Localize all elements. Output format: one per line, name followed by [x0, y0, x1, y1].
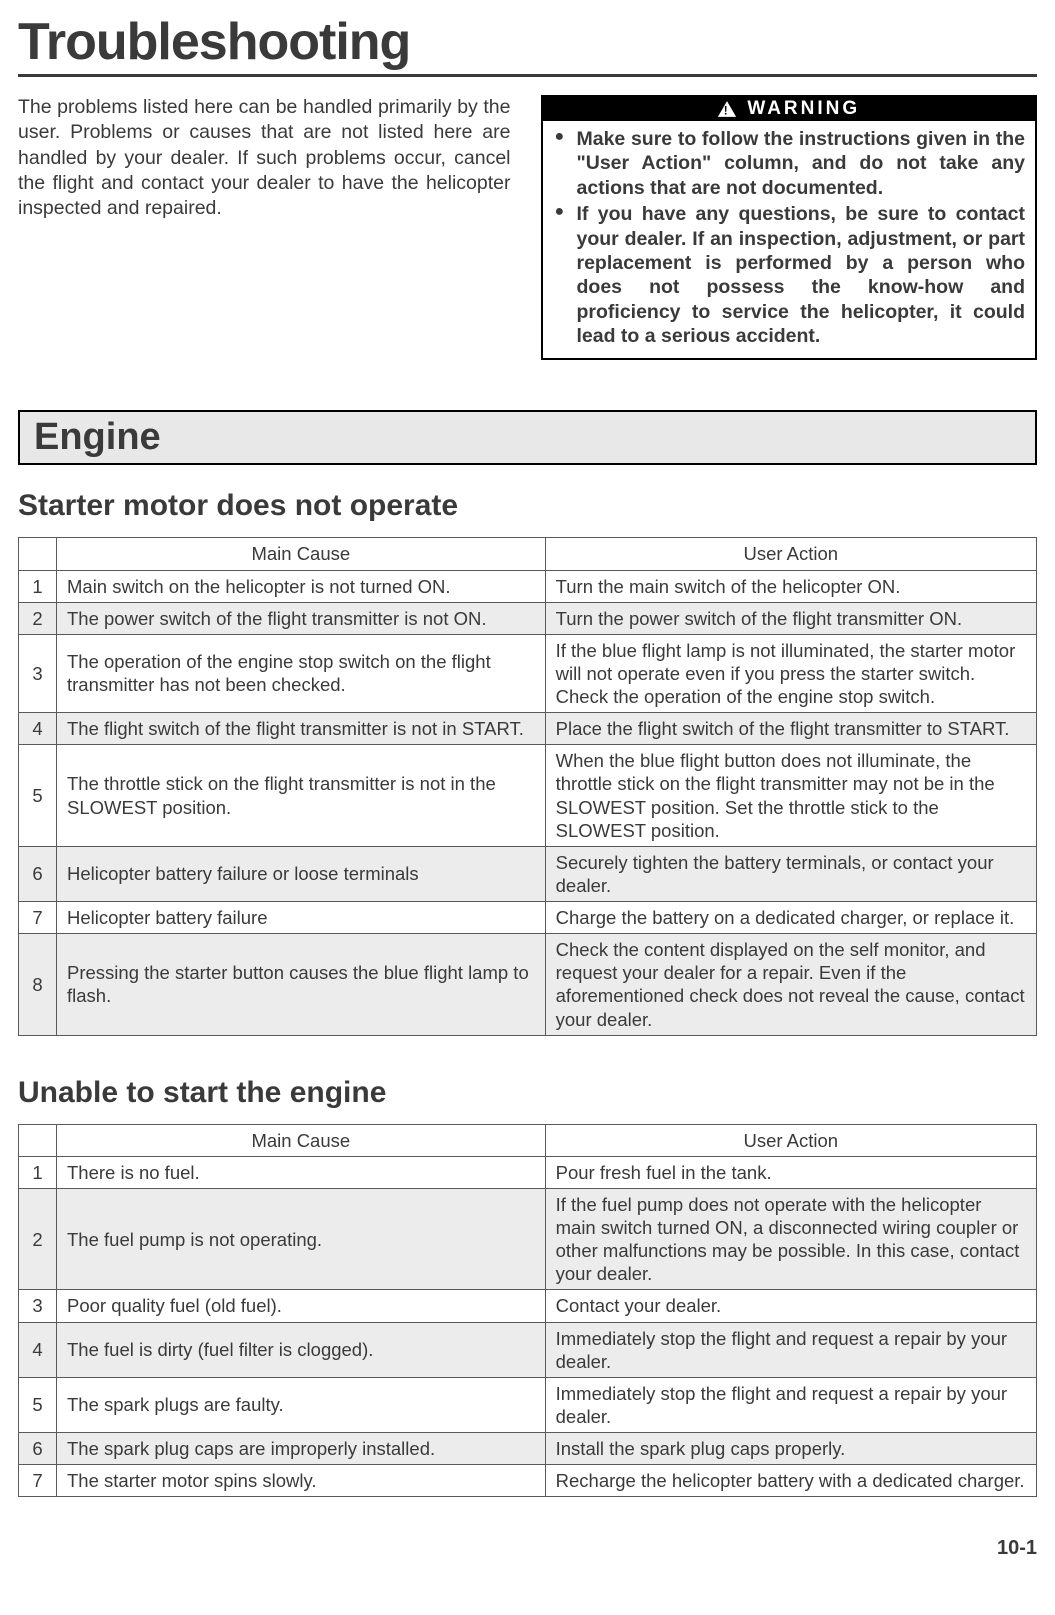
warning-header: ! WARNING	[543, 97, 1036, 121]
user-action: Recharge the helicopter battery with a d…	[545, 1465, 1036, 1497]
page-title: Troubleshooting	[18, 12, 1037, 77]
row-number: 7	[19, 1465, 57, 1497]
table-header-action: User Action	[545, 538, 1036, 570]
table-row: 2The power switch of the flight transmit…	[19, 602, 1037, 634]
user-action: Check the content displayed on the self …	[545, 934, 1036, 1036]
warning-box: ! WARNING Make sure to follow the instru…	[541, 95, 1038, 360]
main-cause: Pressing the starter button causes the b…	[57, 934, 546, 1036]
row-number: 2	[19, 1188, 57, 1290]
row-number: 4	[19, 713, 57, 745]
main-cause: Main switch on the helicopter is not tur…	[57, 570, 546, 602]
table-header-cause: Main Cause	[57, 1124, 546, 1156]
user-action: Pour fresh fuel in the tank.	[545, 1156, 1036, 1188]
intro-paragraph: The problems listed here can be handled …	[18, 95, 511, 360]
table-row: 4The fuel is dirty (fuel filter is clogg…	[19, 1322, 1037, 1377]
user-action: When the blue flight button does not ill…	[545, 745, 1036, 847]
row-number: 3	[19, 1290, 57, 1322]
section-header: Engine	[18, 410, 1037, 465]
warning-icon: !	[717, 100, 737, 118]
main-cause: The spark plugs are faulty.	[57, 1377, 546, 1432]
intro-row: The problems listed here can be handled …	[18, 95, 1037, 360]
page-number: 10-1	[18, 1537, 1037, 1560]
main-cause: The starter motor spins slowly.	[57, 1465, 546, 1497]
troubleshooting-table-2: Main Cause User Action 1There is no fuel…	[18, 1124, 1037, 1498]
row-number: 7	[19, 902, 57, 934]
table-row: 2The fuel pump is not operating.If the f…	[19, 1188, 1037, 1290]
table-row: 8Pressing the starter button causes the …	[19, 934, 1037, 1036]
table-header-blank	[19, 538, 57, 570]
user-action: Install the spark plug caps properly.	[545, 1433, 1036, 1465]
warning-label: WARNING	[747, 98, 860, 120]
row-number: 3	[19, 634, 57, 712]
main-cause: The operation of the engine stop switch …	[57, 634, 546, 712]
main-cause: Helicopter battery failure or loose term…	[57, 846, 546, 901]
warning-item: If you have any questions, be sure to co…	[553, 202, 1026, 348]
user-action: Contact your dealer.	[545, 1290, 1036, 1322]
table-row: 5The spark plugs are faulty.Immediately …	[19, 1377, 1037, 1432]
user-action: If the blue flight lamp is not illuminat…	[545, 634, 1036, 712]
row-number: 2	[19, 602, 57, 634]
user-action: If the fuel pump does not operate with t…	[545, 1188, 1036, 1290]
row-number: 1	[19, 1156, 57, 1188]
row-number: 6	[19, 1433, 57, 1465]
row-number: 4	[19, 1322, 57, 1377]
main-cause: Poor quality fuel (old fuel).	[57, 1290, 546, 1322]
row-number: 8	[19, 934, 57, 1036]
subsection-title: Unable to start the engine	[18, 1076, 1037, 1110]
main-cause: The fuel is dirty (fuel filter is clogge…	[57, 1322, 546, 1377]
table-row: 5The throttle stick on the flight transm…	[19, 745, 1037, 847]
row-number: 1	[19, 570, 57, 602]
table-row: 7The starter motor spins slowly.Recharge…	[19, 1465, 1037, 1497]
user-action: Charge the battery on a dedicated charge…	[545, 902, 1036, 934]
user-action: Immediately stop the flight and request …	[545, 1377, 1036, 1432]
user-action: Turn the power switch of the flight tran…	[545, 602, 1036, 634]
table-row: 7Helicopter battery failureCharge the ba…	[19, 902, 1037, 934]
main-cause: The power switch of the flight transmitt…	[57, 602, 546, 634]
row-number: 5	[19, 745, 57, 847]
table-header-cause: Main Cause	[57, 538, 546, 570]
table-row: 4The flight switch of the flight transmi…	[19, 713, 1037, 745]
main-cause: The fuel pump is not operating.	[57, 1188, 546, 1290]
warning-item: Make sure to follow the instructions giv…	[553, 127, 1026, 200]
table-header-action: User Action	[545, 1124, 1036, 1156]
troubleshooting-table-1: Main Cause User Action 1Main switch on t…	[18, 537, 1037, 1035]
table-header-blank	[19, 1124, 57, 1156]
svg-text:!: !	[724, 104, 730, 117]
table-row: 6Helicopter battery failure or loose ter…	[19, 846, 1037, 901]
subsection-title: Starter motor does not operate	[18, 489, 1037, 523]
user-action: Securely tighten the battery terminals, …	[545, 846, 1036, 901]
table-row: 1Main switch on the helicopter is not tu…	[19, 570, 1037, 602]
warning-body: Make sure to follow the instructions giv…	[543, 121, 1036, 358]
user-action: Turn the main switch of the helicopter O…	[545, 570, 1036, 602]
table-row: 1There is no fuel.Pour fresh fuel in the…	[19, 1156, 1037, 1188]
table-row: 6The spark plug caps are improperly inst…	[19, 1433, 1037, 1465]
main-cause: The throttle stick on the flight transmi…	[57, 745, 546, 847]
row-number: 6	[19, 846, 57, 901]
main-cause: The flight switch of the flight transmit…	[57, 713, 546, 745]
row-number: 5	[19, 1377, 57, 1432]
main-cause: There is no fuel.	[57, 1156, 546, 1188]
main-cause: The spark plug caps are improperly insta…	[57, 1433, 546, 1465]
table-row: 3The operation of the engine stop switch…	[19, 634, 1037, 712]
user-action: Immediately stop the flight and request …	[545, 1322, 1036, 1377]
table-row: 3Poor quality fuel (old fuel).Contact yo…	[19, 1290, 1037, 1322]
main-cause: Helicopter battery failure	[57, 902, 546, 934]
user-action: Place the flight switch of the flight tr…	[545, 713, 1036, 745]
